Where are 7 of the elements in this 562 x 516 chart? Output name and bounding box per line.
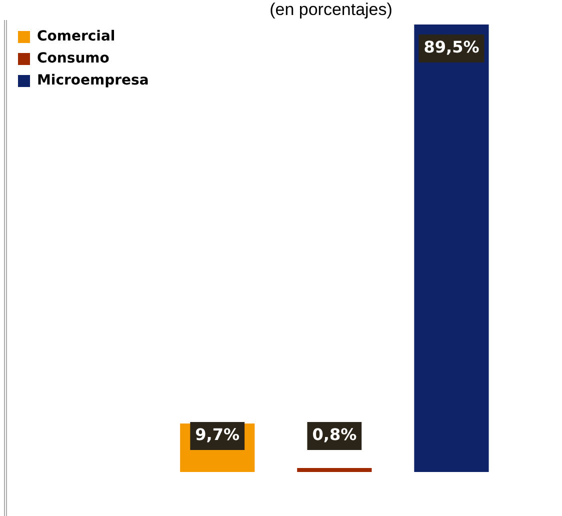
data-label: 0,8% bbox=[312, 425, 357, 444]
chart-title: (en porcentajes) bbox=[268, 0, 394, 20]
legend-label: Microempresa bbox=[37, 72, 149, 89]
legend-label: Comercial bbox=[37, 28, 116, 45]
data-label: 89,5% bbox=[424, 38, 480, 57]
data-label: 9,7% bbox=[195, 425, 240, 444]
legend-label: Consumo bbox=[37, 50, 110, 67]
